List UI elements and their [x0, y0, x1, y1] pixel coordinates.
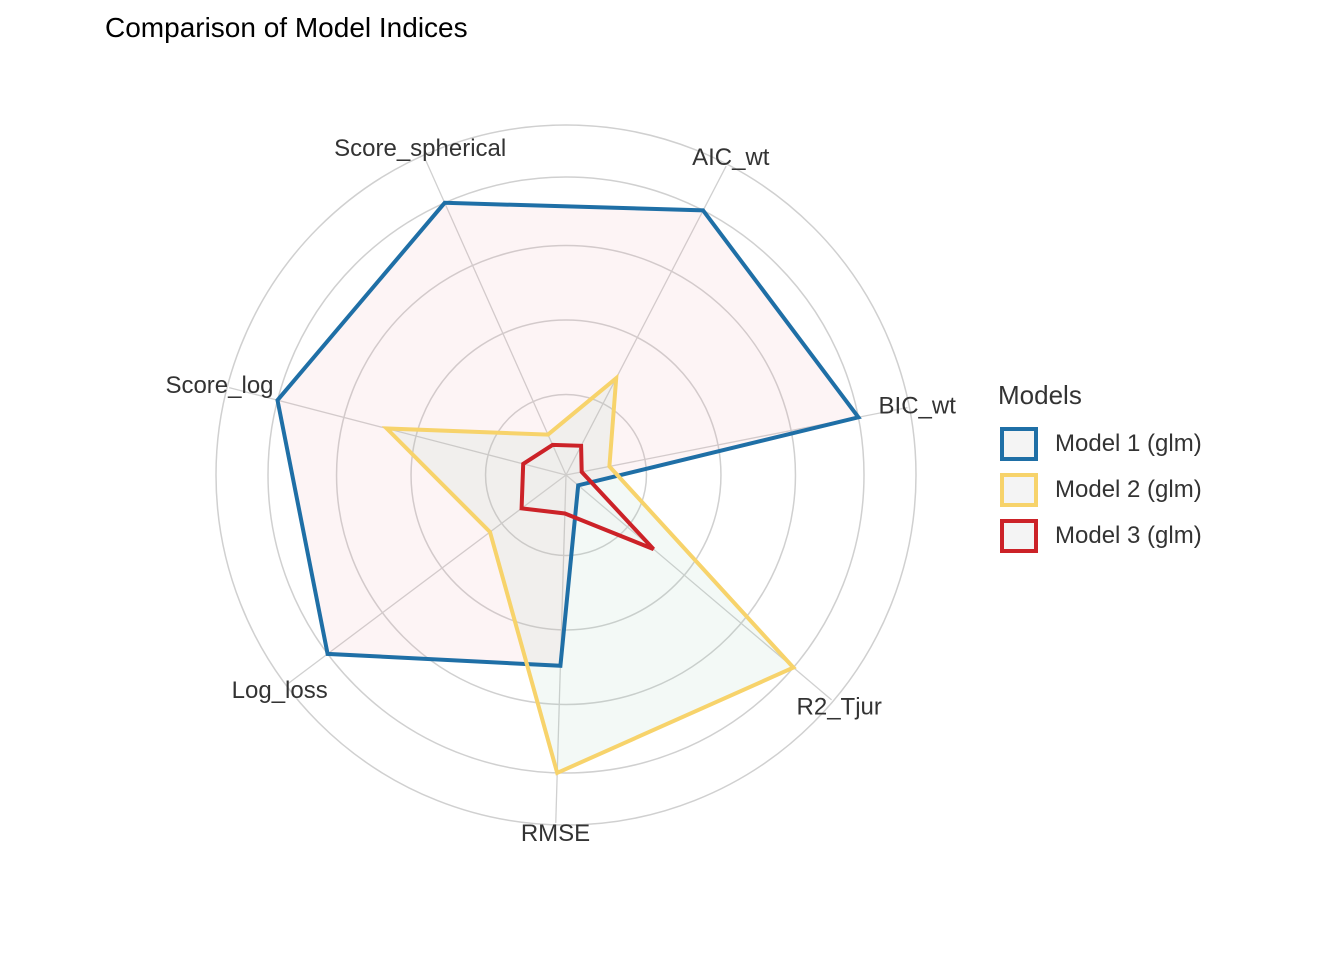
legend-title: Models	[998, 380, 1082, 410]
series-line-1	[275, 200, 862, 668]
legend-key-swatch	[1000, 427, 1038, 461]
spoke-score-spherical	[423, 156, 567, 476]
legend-key-swatch	[1000, 519, 1038, 553]
axis-label-score-log: Score_log	[165, 372, 273, 399]
legend-item-1: Model 1 (glm)	[998, 421, 1202, 467]
chart-title: Comparison of Model Indices	[105, 12, 468, 43]
axis-label-r2-tjur: R2_Tjur	[797, 693, 882, 720]
grid-circle	[484, 393, 648, 557]
axis-label-rmse: RMSE	[521, 820, 590, 847]
legend-key-swatch	[1000, 473, 1038, 507]
legend-label: Model 3 (glm)	[1055, 522, 1202, 549]
axis-label-bic-wt: BIC_wt	[879, 393, 957, 420]
series-line-2	[381, 373, 797, 776]
series-fills	[277, 202, 859, 773]
axis-label-log-loss: Log_loss	[232, 677, 328, 704]
axis-labels: AIC_wt BIC_wt R2_Tjur RMSE Log_loss Score_log…	[165, 135, 956, 847]
series-lines	[275, 200, 862, 776]
grid-circle	[267, 176, 865, 774]
legend: Models Model 1 (glm) Model 2 (glm) Model 3…	[998, 380, 1202, 559]
radar-grid	[215, 124, 917, 826]
legend-label: Model 1 (glm)	[1055, 430, 1202, 457]
series-fill-2	[386, 378, 794, 773]
grid-circle	[215, 124, 917, 826]
grid-circle	[335, 244, 797, 706]
spoke-aic-wt	[565, 165, 727, 476]
legend-item-3: Model 3 (glm)	[998, 513, 1202, 559]
legend-label: Model 2 (glm)	[1055, 476, 1202, 503]
spoke-score-log	[228, 386, 567, 476]
series-fill-3	[521, 444, 654, 550]
legend-items: Model 1 (glm) Model 2 (glm) Model 3 (glm)	[998, 421, 1202, 559]
axis-label-score-spherical: Score_spherical	[334, 135, 506, 162]
grid-circle	[410, 319, 722, 631]
series-line-3	[519, 442, 655, 551]
legend-item-2: Model 2 (glm)	[998, 467, 1202, 513]
axis-label-aic-wt: AIC_wt	[692, 144, 770, 171]
series-fill-1	[277, 202, 859, 666]
